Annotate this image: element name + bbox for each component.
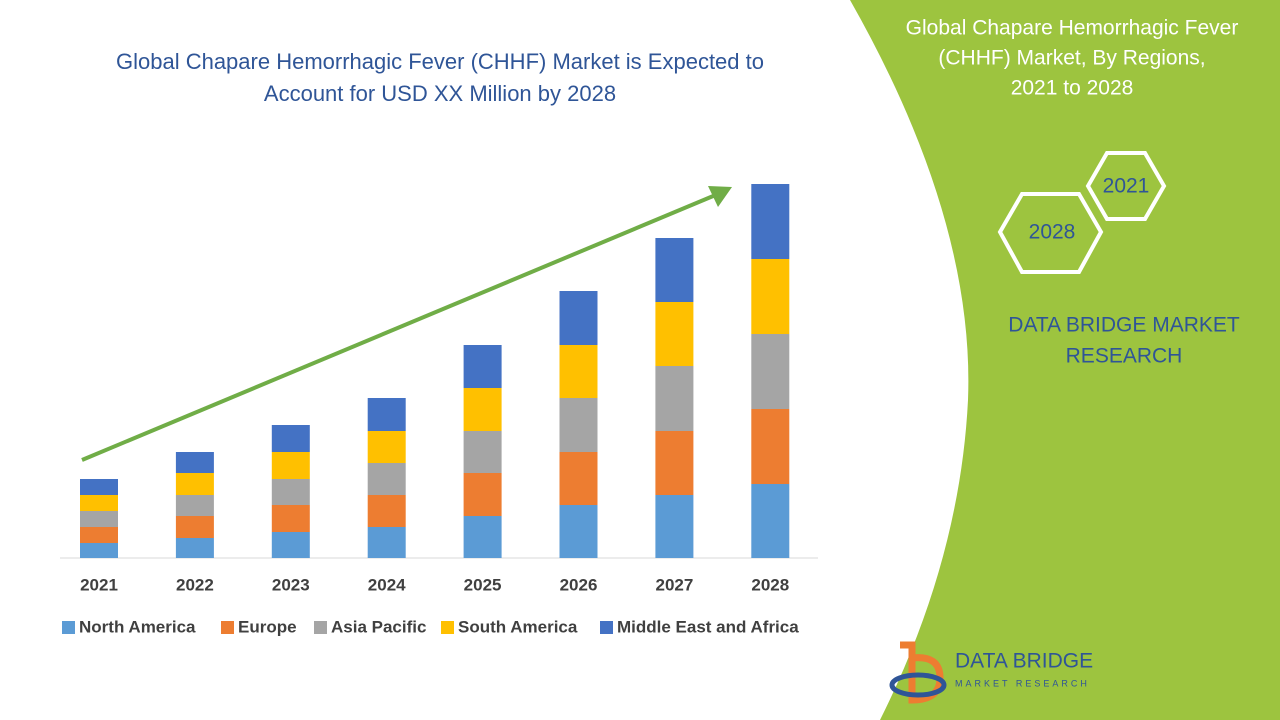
x-tick-label: 2024 xyxy=(368,575,406,594)
bar-segment xyxy=(80,527,118,543)
bar-segment xyxy=(271,452,310,479)
hexagon xyxy=(1085,151,1167,221)
legend-swatch xyxy=(314,621,327,634)
x-tick-label: 2028 xyxy=(751,575,789,594)
bar-segment xyxy=(559,345,598,398)
panel-title: 2021 to 2028 xyxy=(1011,77,1134,100)
bar-segment xyxy=(751,409,790,484)
logo-mark xyxy=(889,672,947,698)
bar-segment xyxy=(463,516,502,558)
logo-tagline: MARKET RESEARCH xyxy=(955,678,1090,688)
bar-segment xyxy=(655,495,694,558)
bar-segment xyxy=(559,291,598,345)
bar-segment xyxy=(367,431,406,463)
bar-segment xyxy=(80,479,118,495)
bar-segment xyxy=(751,259,790,334)
panel-title: (CHHF) Market, By Regions, xyxy=(938,47,1205,70)
legend-label: North America xyxy=(79,617,196,636)
hexagon xyxy=(997,192,1104,274)
bar-segment xyxy=(367,463,406,495)
bar-segment xyxy=(271,425,310,452)
arrow-head xyxy=(708,186,732,207)
x-tick-label: 2021 xyxy=(80,575,118,594)
x-tick-label: 2027 xyxy=(655,575,693,594)
bar-segment xyxy=(80,543,118,558)
bar-segment xyxy=(463,388,502,431)
bar-segment xyxy=(271,479,310,505)
bar-segment xyxy=(175,452,214,473)
legend-swatch xyxy=(600,621,613,634)
bar-segment xyxy=(80,511,118,527)
hex-label: 2021 xyxy=(1103,175,1150,198)
bar-segment xyxy=(367,527,406,558)
trend-arrow xyxy=(81,192,719,462)
bar-segment xyxy=(271,505,310,532)
bar-segment xyxy=(271,532,310,558)
bar-segment xyxy=(175,538,214,558)
bar-segment xyxy=(655,366,694,431)
panel-title: Global Chapare Hemorrhagic Fever xyxy=(906,17,1239,40)
x-tick-label: 2026 xyxy=(560,575,598,594)
bar-segment xyxy=(559,505,598,558)
bar-segment xyxy=(175,516,214,538)
chart-title: Global Chapare Hemorrhagic Fever (CHHF) … xyxy=(116,49,764,74)
legend-label: Asia Pacific xyxy=(331,617,426,636)
hex-label: 2028 xyxy=(1029,221,1076,244)
bar-segment xyxy=(463,431,502,473)
x-tick-label: 2025 xyxy=(464,575,502,594)
x-tick-label: 2023 xyxy=(272,575,310,594)
bar-segment xyxy=(559,452,598,505)
legend-label: Europe xyxy=(238,617,297,636)
bar-segment xyxy=(751,184,790,259)
brand-text: DATA BRIDGE MARKET xyxy=(1008,314,1240,337)
bar-segment xyxy=(463,345,502,388)
side-panel xyxy=(850,0,1280,720)
brand-text: RESEARCH xyxy=(1066,345,1183,368)
bar-segment xyxy=(655,431,694,495)
bar-segment xyxy=(463,473,502,516)
bar-segment xyxy=(655,238,694,302)
legend-swatch xyxy=(221,621,234,634)
bar-segment xyxy=(751,484,790,558)
legend-swatch xyxy=(441,621,454,634)
bar-segment xyxy=(175,495,214,516)
x-tick-label: 2022 xyxy=(176,575,214,594)
bar-segment xyxy=(559,398,598,452)
bar-segment xyxy=(80,495,118,511)
bar-segment xyxy=(751,334,790,409)
legend-swatch xyxy=(62,621,75,634)
bar-segment xyxy=(367,495,406,527)
chart-title: Account for USD XX Million by 2028 xyxy=(264,81,616,106)
legend-label: South America xyxy=(458,617,578,636)
bar-segment xyxy=(175,473,214,495)
legend-label: Middle East and Africa xyxy=(617,617,799,636)
logo-name: DATA BRIDGE xyxy=(955,650,1093,673)
bar-segment xyxy=(367,398,406,431)
bar-segment xyxy=(655,302,694,366)
